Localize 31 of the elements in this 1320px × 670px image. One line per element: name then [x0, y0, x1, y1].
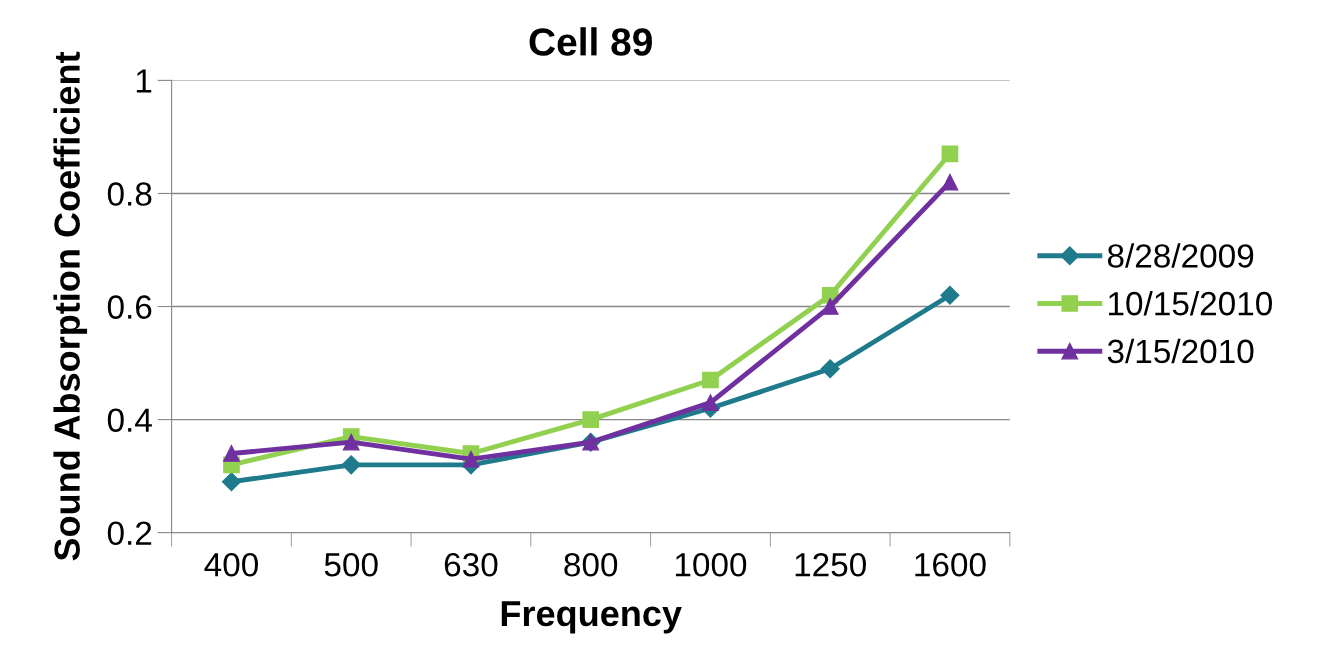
- x-tick-label: 400: [204, 552, 258, 577]
- point: [821, 298, 839, 315]
- x-tick-label: 500: [324, 552, 378, 577]
- x-tick-label: 630: [444, 552, 498, 577]
- x-tick-label: 800: [564, 552, 618, 577]
- point: [223, 445, 240, 462]
- legend-label: 8/28/2009: [1107, 243, 1254, 268]
- x-tick-label: 1250: [795, 552, 866, 577]
- x-tick-label: 1000: [675, 552, 747, 577]
- chart-title: Cell 89: [529, 27, 652, 56]
- point: [341, 455, 361, 475]
- point: [941, 173, 959, 191]
- point: [342, 433, 360, 451]
- point: [941, 145, 959, 163]
- point: [462, 450, 480, 468]
- y-tick-label: 0.6: [107, 295, 152, 319]
- point: [221, 472, 242, 492]
- y-tick-label: 0.2: [107, 521, 152, 546]
- legend-label: 3/15/2010: [1107, 338, 1254, 364]
- point: [820, 359, 840, 379]
- y-tick-label: 1: [136, 69, 152, 93]
- point: [702, 371, 719, 389]
- point: [582, 411, 600, 428]
- y-tick-label: 0.8: [107, 182, 152, 206]
- y-tick-label: 0.4: [107, 408, 152, 432]
- x-axis-title: Frequency: [501, 601, 682, 634]
- x-tick-label: 1600: [915, 552, 986, 577]
- legend-label: 10/15/2010: [1109, 290, 1272, 316]
- point: [940, 285, 960, 305]
- y-axis-title: Sound Absorption Coefficient: [53, 51, 88, 561]
- point: [702, 394, 719, 411]
